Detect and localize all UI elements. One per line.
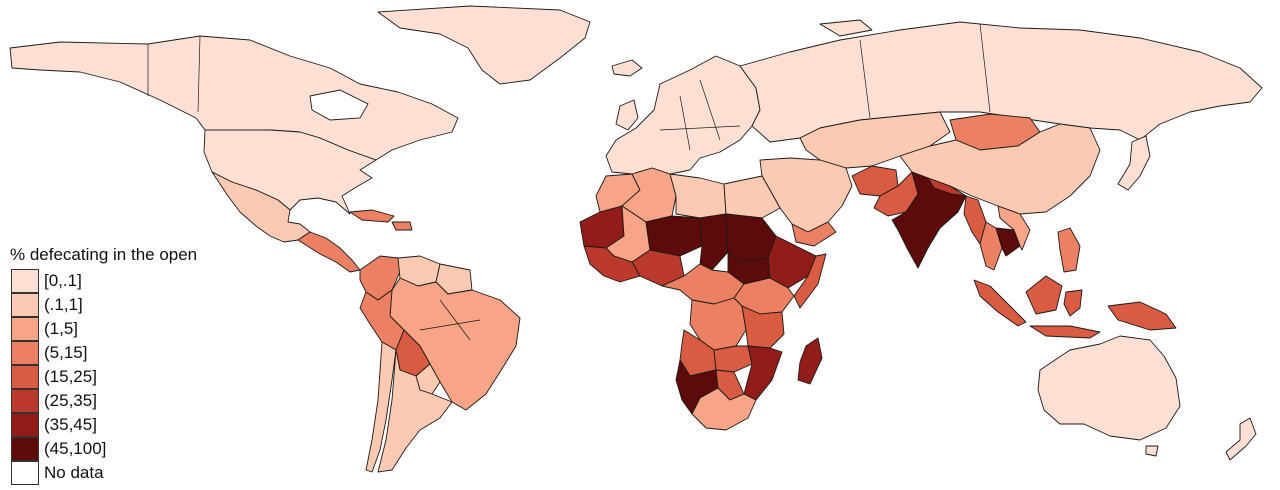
region-indonesia-sumatra bbox=[973, 279, 1027, 327]
legend-item: (1,5] bbox=[10, 316, 210, 342]
region-south-africa bbox=[691, 387, 757, 431]
region-cambodia bbox=[995, 227, 1021, 257]
region-vietnam bbox=[997, 205, 1031, 251]
border-russia bbox=[859, 23, 991, 119]
region-canada bbox=[9, 35, 459, 161]
legend-label: No data bbox=[44, 463, 104, 482]
legend-label: (35,45] bbox=[44, 415, 97, 434]
legend-item: [0,.1] bbox=[10, 268, 210, 294]
region-indonesia-sulawesi bbox=[1063, 289, 1083, 317]
region-tanzania bbox=[741, 305, 785, 349]
region-nepal bbox=[927, 177, 967, 197]
legend-swatch bbox=[11, 293, 39, 317]
legend-swatch bbox=[11, 341, 39, 365]
legend-item: (45,100] bbox=[10, 436, 210, 462]
legend-swatch bbox=[11, 461, 39, 485]
legend-label: (.1,1] bbox=[44, 295, 83, 314]
region-japan bbox=[1117, 135, 1151, 191]
legend-swatch bbox=[11, 317, 39, 341]
legend-item: (.1,1] bbox=[10, 292, 210, 318]
region-island-uk bbox=[615, 99, 639, 131]
region-indonesia-borneo bbox=[1025, 275, 1063, 315]
region-philippines bbox=[1057, 227, 1081, 273]
legend-title: % defecating in the open bbox=[10, 245, 198, 264]
legend-label: [0,.1] bbox=[44, 271, 82, 290]
legend-item: No data bbox=[10, 460, 210, 486]
region-central-america bbox=[297, 231, 361, 273]
region-dr-congo bbox=[689, 297, 747, 351]
legend-label: (45,100] bbox=[44, 439, 107, 458]
legend-swatch bbox=[11, 413, 39, 437]
legend-item: (15,25] bbox=[10, 364, 210, 390]
region-chad bbox=[699, 213, 729, 271]
region-greenland bbox=[377, 5, 591, 85]
region-island-haiti bbox=[391, 221, 413, 231]
region-chile bbox=[365, 341, 397, 473]
region-new-zealand bbox=[1225, 417, 1257, 461]
region-libya bbox=[669, 173, 727, 219]
region-island-hudson bbox=[309, 89, 369, 121]
region-niger bbox=[645, 215, 703, 257]
legend-swatch bbox=[11, 269, 39, 293]
region-papua-new-guinea bbox=[1107, 301, 1177, 331]
legend-label: (1,5] bbox=[44, 319, 79, 338]
legend-label: (5,15] bbox=[44, 343, 88, 362]
legend-item: (5,15] bbox=[10, 340, 210, 366]
legend-item: (35,45] bbox=[10, 412, 210, 438]
region-india bbox=[891, 171, 967, 269]
region-argentina bbox=[377, 349, 453, 473]
border-canada-provinces bbox=[147, 35, 201, 113]
legend-label: (25,35] bbox=[44, 391, 97, 410]
region-mozambique bbox=[743, 345, 783, 401]
region-indonesia-java bbox=[1029, 325, 1101, 339]
legend-swatch bbox=[11, 389, 39, 413]
region-island-russia-north bbox=[819, 19, 873, 37]
region-island-caribbean bbox=[349, 209, 395, 223]
legend-item: (25,35] bbox=[10, 388, 210, 414]
region-madagascar bbox=[797, 337, 823, 385]
legend: % defecating in the open [0,.1] (.1,1] (1,… bbox=[10, 244, 300, 486]
region-sudan bbox=[725, 213, 777, 263]
border-europe bbox=[659, 79, 741, 151]
region-island-tasmania bbox=[1145, 445, 1159, 457]
region-zambia bbox=[713, 345, 753, 373]
legend-swatch bbox=[11, 365, 39, 389]
legend-swatch bbox=[11, 437, 39, 461]
region-yemen bbox=[791, 221, 837, 247]
region-middle-east bbox=[759, 157, 853, 233]
region-iceland bbox=[611, 59, 643, 77]
region-somalia bbox=[793, 253, 827, 309]
legend-label: (15,25] bbox=[44, 367, 97, 386]
region-australia bbox=[1037, 335, 1181, 441]
border-brazil bbox=[419, 299, 481, 341]
